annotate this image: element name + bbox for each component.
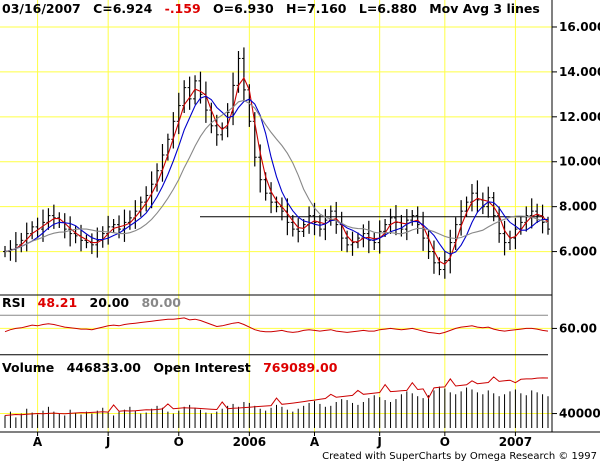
ohlc-bar: [241, 47, 246, 101]
rsi-value: 48.21: [38, 295, 78, 310]
price-tick-label: 14.000: [559, 65, 600, 79]
ohlc-bar: [448, 229, 453, 274]
ohlc-bar: [111, 219, 116, 233]
moving-average-6: [4, 95, 548, 255]
x-tick-label: O: [440, 435, 450, 449]
price-panel: [3, 47, 550, 279]
footer-credit: Created with SuperCharts by Omega Resear…: [322, 451, 597, 462]
ohlc-bar: [296, 218, 301, 243]
ohlc-bar: [410, 210, 415, 226]
ohlc-bar: [290, 214, 295, 237]
header-date: 03/16/2007: [2, 1, 81, 16]
moving-average-lines: [4, 76, 549, 266]
x-tick-label: J: [105, 435, 110, 449]
header-high: H=7.160: [286, 1, 347, 16]
rsi-header: RSI 48.21 20.00 80.00: [2, 295, 181, 310]
ohlc-bar: [187, 76, 192, 110]
header-open: O=6.930: [213, 1, 274, 16]
open-interest-label: Open Interest: [153, 360, 250, 375]
ohlc-bar: [535, 203, 540, 224]
rsi-name: RSI: [2, 295, 25, 310]
ohlc-bar: [176, 92, 181, 135]
ohlc-bar: [442, 251, 447, 279]
moving-average-12: [4, 99, 549, 253]
ohlc-bar: [274, 196, 279, 213]
x-tick-label: A: [310, 435, 320, 449]
ohlc-bar: [513, 218, 518, 250]
ohlc-bar: [350, 231, 355, 256]
price-tick-label: 10.000: [559, 155, 600, 169]
x-tick-label: J: [376, 435, 381, 449]
volume-value: 446833.00: [67, 360, 142, 375]
x-tick-label: A: [33, 435, 43, 449]
volume-panel: [4, 376, 549, 428]
x-tick-label: O: [174, 435, 184, 449]
price-header: 03/16/2007 C=6.924 -.159 O=6.930 H=7.160…: [2, 1, 540, 16]
rsi-panel: [0, 314, 549, 356]
ohlc-bar: [355, 232, 360, 249]
ohlc-bar: [383, 219, 388, 237]
price-tick-label: 6.000: [559, 245, 597, 259]
rsi-lower: 20.00: [90, 295, 130, 310]
header-study: Mov Avg 3 lines: [429, 1, 540, 16]
ohlc-bar: [431, 240, 436, 274]
ohlc-bar: [502, 220, 507, 256]
x-tick-label: 2007: [499, 435, 532, 449]
price-tick-label: 12.000: [559, 110, 600, 124]
header-close: C=6.924: [93, 1, 152, 16]
x-axis-ticks: A J O 2006 A J O 2007: [33, 432, 532, 449]
header-change: -.159: [165, 1, 201, 16]
ohlc-bar: [269, 182, 274, 214]
open-interest-line: [4, 376, 549, 416]
ohlc-bar: [377, 220, 382, 254]
rsi-upper: 80.00: [141, 295, 181, 310]
ohlc-bar: [225, 103, 230, 138]
ohlc-bar: [475, 180, 480, 213]
ohlc-bar: [127, 210, 132, 230]
ohlc-bar: [144, 186, 149, 212]
ohlc-bar: [323, 209, 328, 241]
ohlc-bar: [334, 201, 339, 234]
ohlc-bar: [84, 234, 89, 249]
volume-tick-label: 400000: [559, 407, 600, 421]
volume-label: Volume: [2, 360, 54, 375]
x-tick-label: 2006: [233, 435, 266, 449]
y-axis-ticks: 16.000 14.000 12.000 10.000 8.000 6.000 60.00 4…: [552, 20, 600, 421]
header-low: L=6.880: [359, 1, 417, 16]
open-interest-value: 769089.00: [263, 360, 338, 375]
ohlc-bar: [345, 230, 350, 253]
ohlc-bar: [529, 198, 534, 229]
rsi-line: [4, 317, 549, 335]
price-tick-label: 16.000: [559, 20, 600, 34]
price-tick-label: 8.000: [559, 200, 597, 214]
moving-average-3: [4, 76, 549, 266]
volume-header: Volume 446833.00 Open Interest 769089.00: [2, 360, 338, 375]
ohlc-bar: [459, 200, 464, 236]
rsi-tick-label: 60.00: [559, 321, 597, 335]
ohlc-bar: [214, 114, 219, 146]
ohlc-bar: [68, 216, 73, 247]
